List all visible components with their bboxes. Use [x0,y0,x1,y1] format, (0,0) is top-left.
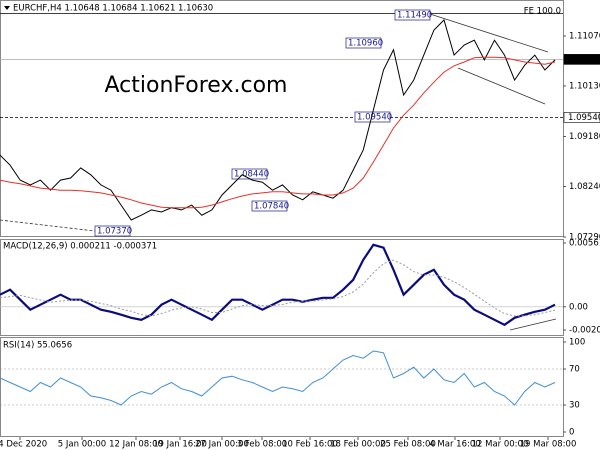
rsi-panel [0,337,564,437]
y-tick-label: 100 [569,338,585,348]
y-tick-label: 70 [569,365,580,375]
annotation-box [345,37,382,49]
level-label: 1.10630 [568,55,600,65]
series-line [0,243,556,327]
panel-title: RSI(14) 55.0656 [3,341,72,351]
x-tick-label: 19 Jan 16:00 [153,440,207,450]
y-tick-label: 1.11070 [569,31,600,41]
corner-text: FE 100.0 [524,7,561,17]
x-tick-label: 5 Jan 00:00 [58,440,106,450]
x-tick-label: 10 Feb 16:00 [282,440,338,450]
x-tick-label: 3 Feb 08:00 [237,440,287,450]
annotation-box [94,225,131,237]
x-tick-label: 18 Feb 00:00 [330,440,386,450]
macd-trend [509,318,557,331]
y-tick-label: 0 [569,428,574,438]
x-tick-label: 27 Jan 00:00 [195,440,249,450]
y-tick-label: 1.08240 [569,182,600,192]
y-tick-label: 0.00 [569,302,588,312]
channel-lower [457,67,546,105]
symbol-arrow [4,6,10,10]
annotation: 1.07370 [97,227,132,237]
trend-dashed [0,219,113,234]
level-tag [563,54,600,65]
level-tag [563,112,600,123]
annotation-box [251,200,288,212]
y-tick-label: 0.005618 [569,239,600,249]
x-tick-label: 25 Feb 08:00 [380,440,436,450]
channel-upper [429,13,549,53]
x-tick-label: 12 Mar 00:00 [472,440,529,450]
annotation: 1.08440 [234,170,269,180]
price-panel [0,0,564,237]
y-tick-label: -0.002046 [569,326,600,336]
annotation: 1.07840 [254,202,289,212]
series-line [0,56,556,209]
y-tick-label: 1.09180 [569,132,600,142]
level-label: 1.09540 [568,113,600,123]
series-line [0,19,556,221]
x-tick-label: 19 Mar 08:00 [520,440,577,450]
series-line [0,350,556,406]
x-tick-label: 12 Jan 08:00 [109,440,163,450]
y-tick-label: 1.10130 [569,81,600,91]
panel-title: EURCHF,H4 1.10648 1.10684 1.10621 1.1063… [13,4,213,14]
watermark: ActionForex.com [105,73,288,98]
series-line [0,259,556,317]
x-tick-label: 4 Mar 16:00 [429,440,480,450]
y-tick-label: 30 [569,401,580,411]
y-tick-label: 1.07290 [569,233,600,243]
annotation: 1.11490 [397,11,432,21]
annotation: 1.09540 [357,113,392,123]
annotation-box [394,9,431,21]
panel-title: MACD(12,26,9) 0.000211 -0.000371 [3,242,157,252]
annotation: 1.10960 [348,39,383,49]
macd-panel [0,239,564,336]
x-tick-label: 24 Dec 2020 [0,440,47,450]
